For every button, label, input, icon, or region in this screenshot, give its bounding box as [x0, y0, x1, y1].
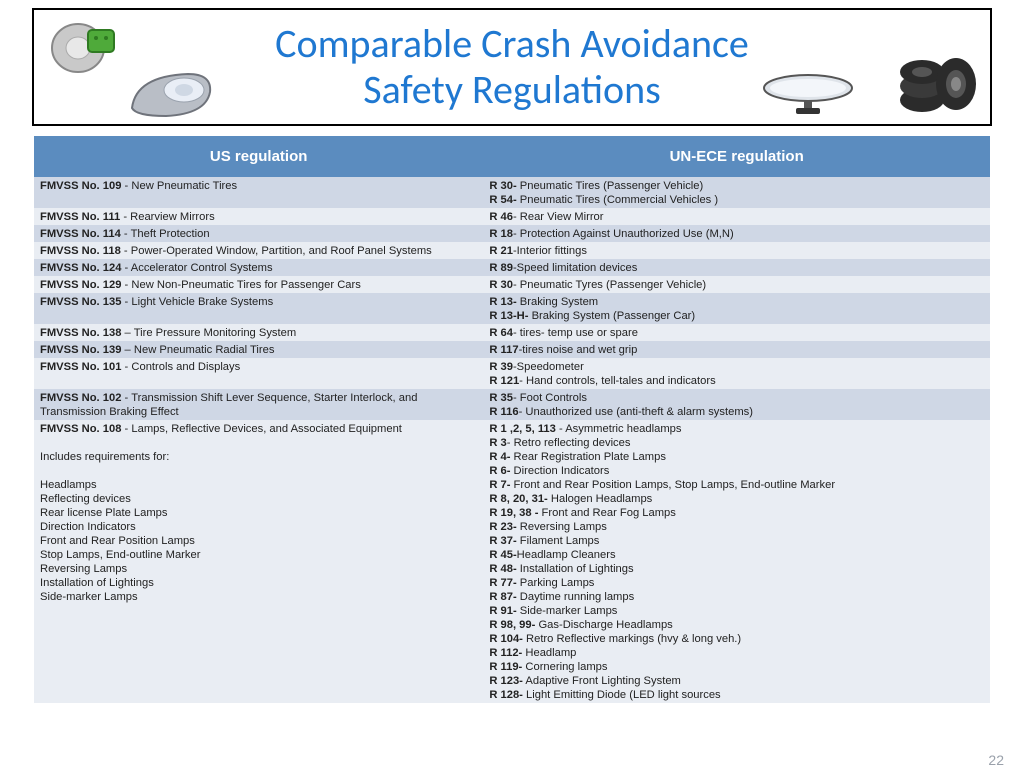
- us-regulation-cell: FMVSS No. 101 - Controls and Displays: [34, 358, 483, 389]
- table-row: FMVSS No. 102 - Transmission Shift Lever…: [34, 389, 990, 420]
- table-body: FMVSS No. 109 - New Pneumatic TiresR 30-…: [34, 177, 990, 703]
- title-line-2: Safety Regulations: [363, 65, 661, 114]
- un-regulation-cell: R 39-SpeedometerR 121- Hand controls, te…: [483, 358, 990, 389]
- us-regulation-cell: FMVSS No. 139 – New Pneumatic Radial Tir…: [34, 341, 483, 358]
- table-row: FMVSS No. 124 - Accelerator Control Syst…: [34, 259, 990, 276]
- un-regulation-cell: R 21-Interior fittings: [483, 242, 990, 259]
- us-regulation-cell: FMVSS No. 135 - Light Vehicle Brake Syst…: [34, 293, 483, 324]
- header-us: US regulation: [34, 136, 483, 177]
- un-regulation-cell: R 35- Foot ControlsR 116- Unauthorized u…: [483, 389, 990, 420]
- un-regulation-cell: R 46- Rear View Mirror: [483, 208, 990, 225]
- table-row: FMVSS No. 111 - Rearview MirrorsR 46- Re…: [34, 208, 990, 225]
- us-regulation-cell: FMVSS No. 118 - Power-Operated Window, P…: [34, 242, 483, 259]
- table-row: FMVSS No. 138 – Tire Pressure Monitoring…: [34, 324, 990, 341]
- un-regulation-cell: R 89-Speed limitation devices: [483, 259, 990, 276]
- us-regulation-cell: FMVSS No. 102 - Transmission Shift Lever…: [34, 389, 483, 420]
- table-row: FMVSS No. 101 - Controls and DisplaysR 3…: [34, 358, 990, 389]
- table-row: FMVSS No. 118 - Power-Operated Window, P…: [34, 242, 990, 259]
- table-row: FMVSS No. 135 - Light Vehicle Brake Syst…: [34, 293, 990, 324]
- table-row: FMVSS No. 129 - New Non-Pneumatic Tires …: [34, 276, 990, 293]
- table-row: FMVSS No. 109 - New Pneumatic TiresR 30-…: [34, 177, 990, 208]
- table-row: FMVSS No. 114 - Theft ProtectionR 18- Pr…: [34, 225, 990, 242]
- us-regulation-cell: FMVSS No. 114 - Theft Protection: [34, 225, 483, 242]
- title-line-1: Comparable Crash Avoidance: [275, 19, 749, 68]
- table-row: FMVSS No. 139 – New Pneumatic Radial Tir…: [34, 341, 990, 358]
- un-regulation-cell: R 30- Pneumatic Tyres (Passenger Vehicle…: [483, 276, 990, 293]
- us-regulation-cell: FMVSS No. 138 – Tire Pressure Monitoring…: [34, 324, 483, 341]
- headlamp-icon: [126, 68, 216, 120]
- un-regulation-cell: R 64- tires- temp use or spare: [483, 324, 990, 341]
- us-regulation-cell: FMVSS No. 111 - Rearview Mirrors: [34, 208, 483, 225]
- table-header-row: US regulation UN-ECE regulation: [34, 136, 990, 177]
- page-number: 22: [988, 752, 1004, 768]
- tires-icon: [898, 26, 980, 118]
- slide-title: Comparable Crash Avoidance Safety Regula…: [275, 21, 749, 113]
- header-un: UN-ECE regulation: [483, 136, 990, 177]
- us-regulation-cell: FMVSS No. 124 - Accelerator Control Syst…: [34, 259, 483, 276]
- un-regulation-cell: R 1 ,2, 5, 113 - Asymmetric headlampsR 3…: [483, 420, 990, 703]
- us-regulation-cell: FMVSS No. 109 - New Pneumatic Tires: [34, 177, 483, 208]
- un-regulation-cell: R 13- Braking SystemR 13-H- Braking Syst…: [483, 293, 990, 324]
- mirror-icon: [760, 72, 856, 116]
- title-box: Comparable Crash Avoidance Safety Regula…: [32, 8, 992, 126]
- us-regulation-cell: FMVSS No. 108 - Lamps, Reflective Device…: [34, 420, 483, 703]
- un-regulation-cell: R 18- Protection Against Unauthorized Us…: [483, 225, 990, 242]
- table-row: FMVSS No. 108 - Lamps, Reflective Device…: [34, 420, 990, 703]
- un-regulation-cell: R 117-tires noise and wet grip: [483, 341, 990, 358]
- regulations-table: US regulation UN-ECE regulation FMVSS No…: [34, 136, 990, 703]
- brake-disc-icon: [46, 18, 118, 80]
- un-regulation-cell: R 30- Pneumatic Tires (Passenger Vehicle…: [483, 177, 990, 208]
- us-regulation-cell: FMVSS No. 129 - New Non-Pneumatic Tires …: [34, 276, 483, 293]
